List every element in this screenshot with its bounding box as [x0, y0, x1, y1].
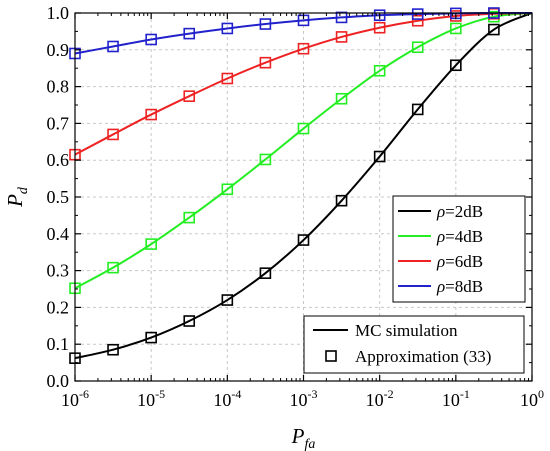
y-tick-label: 0.2 [47, 297, 70, 317]
y-tick-label: 0.9 [47, 40, 70, 60]
x-tick-label: 100 [520, 387, 544, 410]
legend-series-label: ρ=4dB [436, 227, 483, 246]
marker-series-1 [411, 103, 424, 116]
x-axis-title: Pfa [291, 424, 316, 451]
y-tick-label: 0.8 [47, 77, 70, 97]
marker-series-3 [221, 72, 234, 85]
y-axis-title: Pd [3, 186, 31, 208]
legend-series-label: ρ=2dB [436, 202, 483, 221]
marker-series-2 [145, 238, 157, 250]
marker-series-1 [221, 294, 234, 306]
legend-series-label: ρ=8dB [436, 277, 483, 296]
marker-series-2 [297, 122, 310, 135]
marker-series-4 [373, 9, 386, 22]
y-tick-label: 0.1 [47, 334, 70, 354]
y-tick-label: 0.4 [47, 224, 70, 244]
legend-style-label: Approximation (33) [355, 347, 491, 366]
marker-series-3 [107, 128, 119, 141]
marker-series-3 [335, 31, 348, 43]
y-tick-label: 0.7 [47, 113, 70, 133]
marker-series-1 [297, 234, 310, 246]
axis-ticks [74, 12, 533, 382]
x-tick-label: 10-5 [137, 387, 165, 410]
y-tick-label: 0.0 [47, 371, 70, 391]
marker-series-4 [259, 18, 272, 30]
marker-series-1 [373, 150, 386, 163]
marker-series-1 [107, 343, 119, 356]
legend-style-box [303, 315, 525, 374]
marker-series-3 [183, 90, 196, 102]
marker-series-4 [221, 22, 234, 35]
marker-series-1 [183, 315, 196, 327]
curve-series-1 [74, 12, 533, 360]
y-tick-label: 0.5 [47, 187, 70, 207]
approximation-markers [69, 7, 500, 364]
marker-series-1 [335, 194, 348, 207]
marker-series-4 [145, 33, 157, 46]
y-tick-label: 0.3 [47, 261, 70, 281]
marker-series-1 [145, 331, 157, 344]
marker-series-2 [373, 64, 386, 77]
y-tick-label: 0.6 [47, 150, 70, 170]
x-tick-label: 10-4 [213, 387, 241, 410]
marker-series-3 [373, 21, 386, 34]
marker-series-4 [107, 40, 119, 53]
marker-series-3 [297, 42, 310, 55]
legend-series-box [392, 195, 526, 303]
marker-series-3 [411, 14, 424, 27]
legend-series-label: ρ=6dB [436, 252, 483, 271]
x-tick-label: 10-3 [290, 387, 318, 410]
x-tick-label: 10-2 [366, 387, 394, 410]
legend-style-label: MC simulation [355, 321, 458, 340]
x-tick-label: 10-1 [442, 387, 470, 410]
marker-series-1 [259, 267, 272, 279]
legend-series: ρ=2dB ρ=4dB ρ=6dB ρ=8dB [392, 195, 526, 303]
curves [74, 11, 533, 360]
legend-style: MC simulation Approximation (33) [303, 315, 525, 374]
marker-series-2 [335, 92, 348, 105]
marker-series-2 [107, 261, 119, 274]
marker-series-3 [145, 108, 157, 121]
marker-series-2 [259, 153, 272, 166]
curve-series-2 [74, 12, 533, 290]
y-tick-label: 1.0 [47, 3, 70, 23]
marker-series-2 [411, 41, 424, 54]
marker-series-4 [183, 27, 196, 40]
x-tick-labels: 10-6 10-5 10-4 10-3 10-2 10-1 100 [61, 387, 544, 410]
marker-series-2 [450, 22, 462, 35]
y-tick-labels: 0.0 0.1 0.2 0.3 0.4 0.5 0.6 0.7 0.8 0.9 1.0 [47, 3, 70, 391]
x-tick-label: 10-6 [61, 387, 89, 410]
marker-series-1 [488, 23, 500, 36]
marker-series-1 [450, 59, 462, 72]
marker-series-4 [411, 8, 424, 20]
marker-series-2 [183, 211, 196, 224]
marker-series-3 [259, 56, 272, 69]
legend-marker-sample [325, 350, 337, 362]
marker-series-2 [221, 183, 234, 196]
